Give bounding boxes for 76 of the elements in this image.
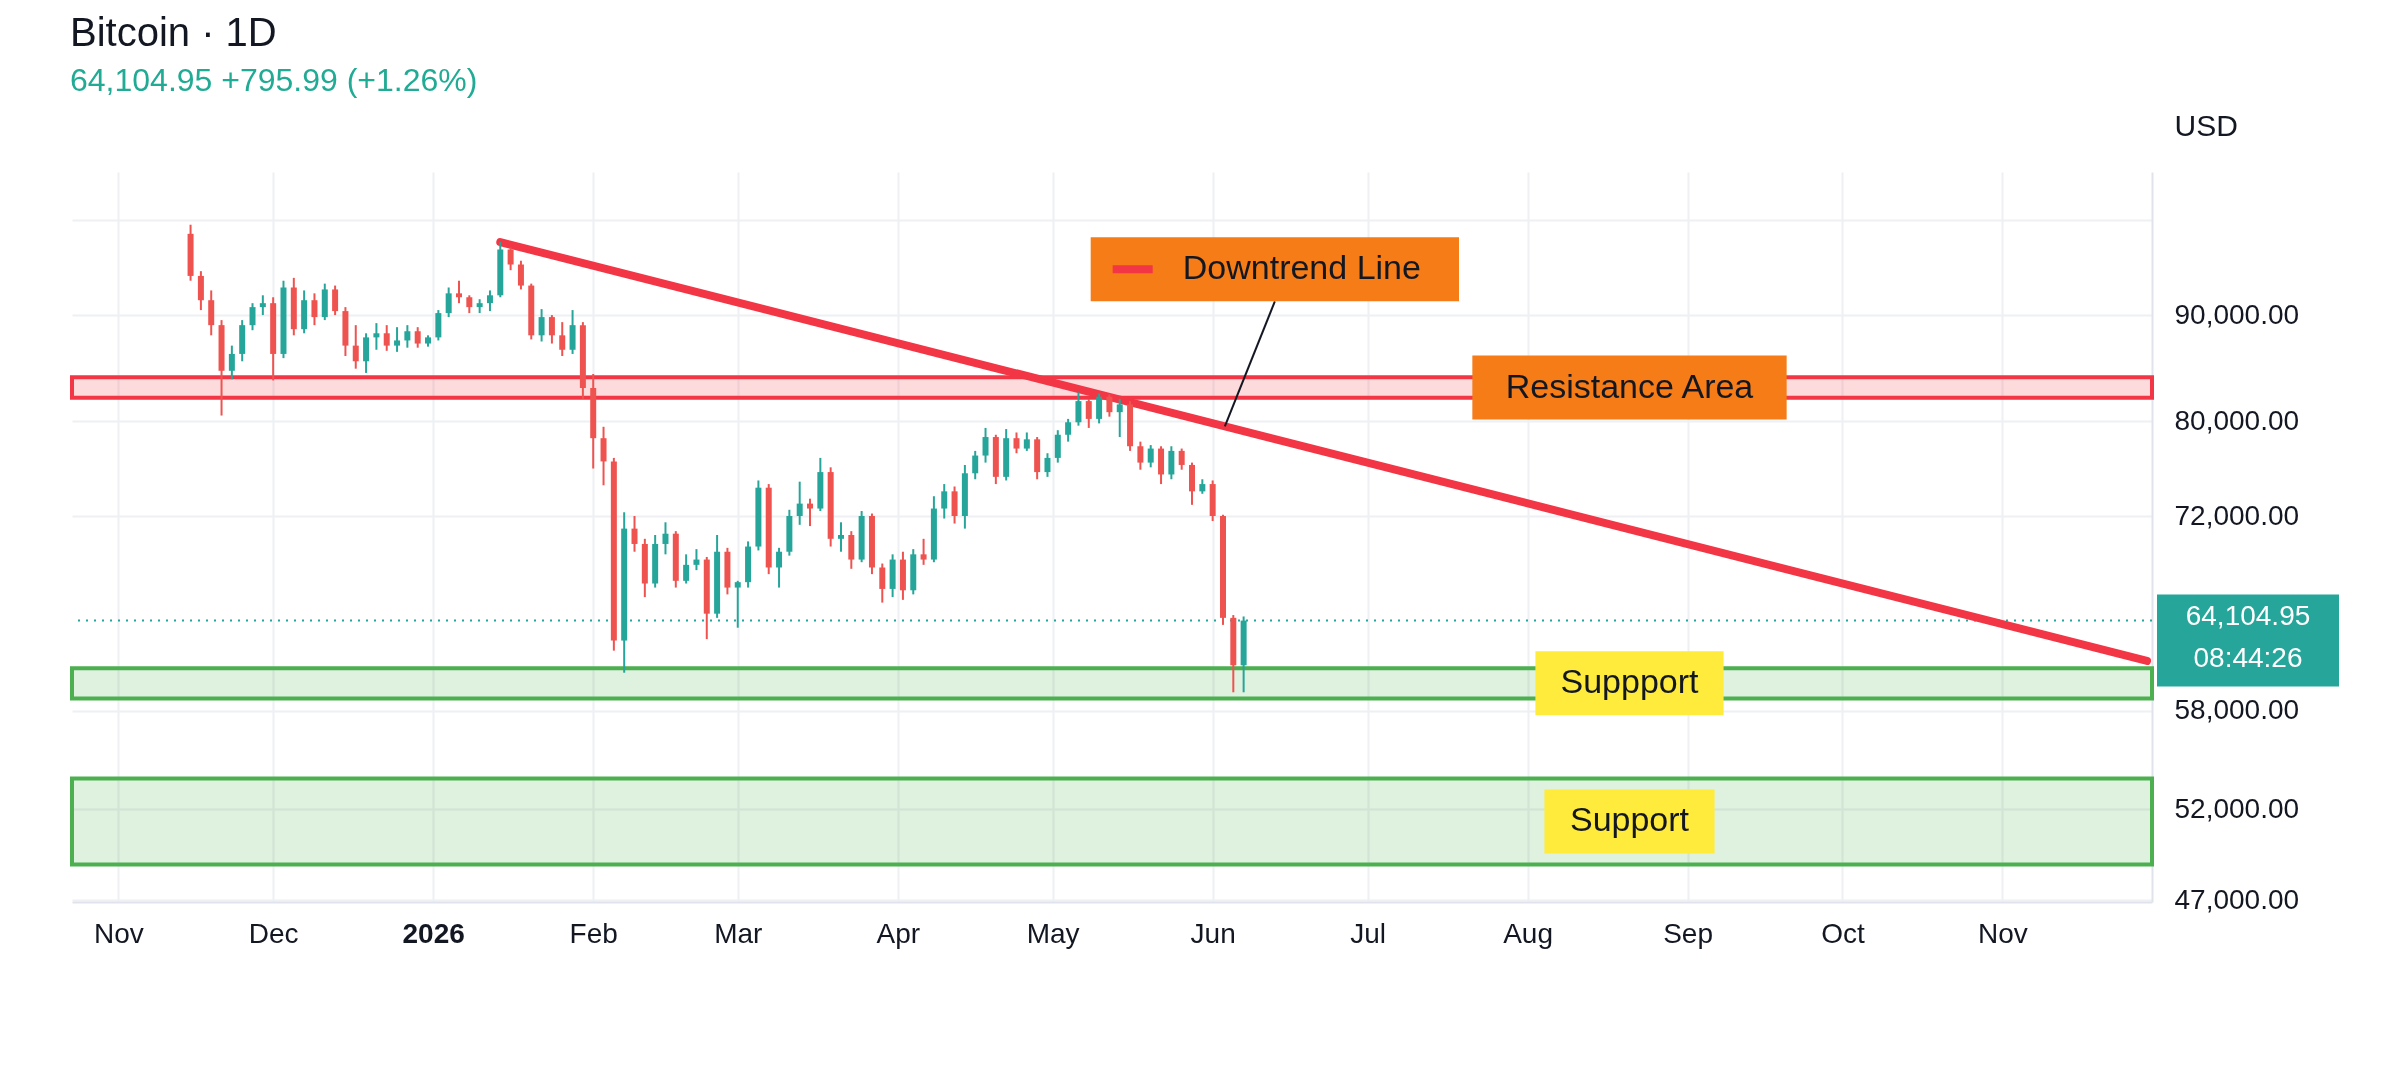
- candlestick: [1044, 452, 1051, 478]
- candlestick: [1013, 431, 1020, 455]
- candlestick: [1178, 447, 1185, 471]
- ref-line-label: 64,104.95: [2185, 599, 2311, 631]
- candlestick: [683, 553, 690, 585]
- candlestick: [404, 324, 411, 349]
- candlestick: [941, 483, 948, 520]
- candlestick: [363, 332, 370, 374]
- y-tick-label: 90,000.00: [2174, 298, 2300, 330]
- candlestick: [972, 449, 979, 481]
- candlestick: [982, 426, 989, 464]
- band-label: Resistance Area: [1505, 366, 1754, 405]
- candlestick: [631, 515, 638, 553]
- candlestick: [662, 521, 669, 556]
- x-tick-label: Feb: [569, 917, 618, 949]
- candlestick: [776, 546, 783, 589]
- x-tick-label: Jul: [1350, 917, 1386, 949]
- candlestick: [228, 344, 235, 381]
- candlestick: [559, 321, 566, 358]
- candlestick: [1096, 392, 1103, 425]
- candlestick: [445, 286, 452, 319]
- candlestick: [456, 279, 462, 305]
- candlestick: [837, 521, 844, 553]
- candlestick: [920, 537, 927, 566]
- candlestick: [383, 324, 390, 352]
- y-tick-label: 58,000.00: [2174, 694, 2300, 726]
- candlestick: [373, 322, 380, 351]
- candlestick: [311, 292, 318, 327]
- candlestick: [1168, 445, 1175, 481]
- candlestick: [807, 497, 814, 528]
- candlestick: [394, 326, 401, 353]
- legend-label: Downtrend Line: [1182, 248, 1421, 287]
- candlestick: [796, 480, 803, 526]
- candlestick: [249, 302, 256, 332]
- x-tick-label: Oct: [1821, 917, 1865, 949]
- chart-subtitle: 64,104.95 +795.99 (+1.26%): [70, 62, 478, 98]
- y-tick-label: 47,000.00: [2174, 883, 2300, 915]
- candlestick: [414, 326, 421, 349]
- y-tick-label: 52,000.00: [2174, 792, 2300, 824]
- candlestick: [1023, 431, 1030, 452]
- x-tick-label: Dec: [248, 917, 299, 949]
- x-tick-label: Apr: [876, 917, 921, 949]
- y-tick-label: 72,000.00: [2174, 499, 2300, 531]
- band-label: Suppport: [1560, 662, 1700, 701]
- text: 08:44:26: [2193, 641, 2303, 673]
- x-tick-label: Aug: [1503, 917, 1553, 949]
- candlestick: [517, 259, 524, 291]
- y-axis-title: USD: [2174, 108, 2238, 142]
- x-tick-label: Nov: [1978, 917, 2028, 949]
- candlestick: [332, 284, 339, 317]
- candlestick: [486, 289, 493, 313]
- x-tick-label: May: [1026, 917, 1080, 949]
- candlestick: [1065, 417, 1072, 443]
- x-tick-label: Mar: [714, 917, 763, 949]
- candlestick: [1137, 440, 1144, 471]
- candlestick: [1054, 429, 1061, 464]
- chart-title: Bitcoin · 1D: [70, 10, 277, 54]
- candlestick: [600, 425, 607, 487]
- candlestick: [693, 548, 700, 572]
- candlestick: [352, 324, 359, 370]
- x-tick-label: Nov: [93, 917, 144, 949]
- candlestick: [879, 562, 886, 604]
- band-label: Support: [1569, 800, 1690, 839]
- x-tick-label: Jun: [1190, 917, 1236, 949]
- x-tick-label: 2026: [402, 917, 465, 949]
- candlestick: [1075, 391, 1082, 427]
- y-tick-label: 80,000.00: [2174, 404, 2300, 436]
- candlestick: [1085, 397, 1092, 429]
- candlestick: [1147, 444, 1154, 469]
- candlestick: [1106, 393, 1113, 418]
- candlestick: [259, 294, 266, 317]
- candlestick: [507, 246, 514, 272]
- candlestick: [538, 308, 545, 343]
- candlestick: [548, 314, 555, 345]
- x-tick-label: Sep: [1663, 917, 1713, 949]
- candlestick: [1116, 397, 1123, 439]
